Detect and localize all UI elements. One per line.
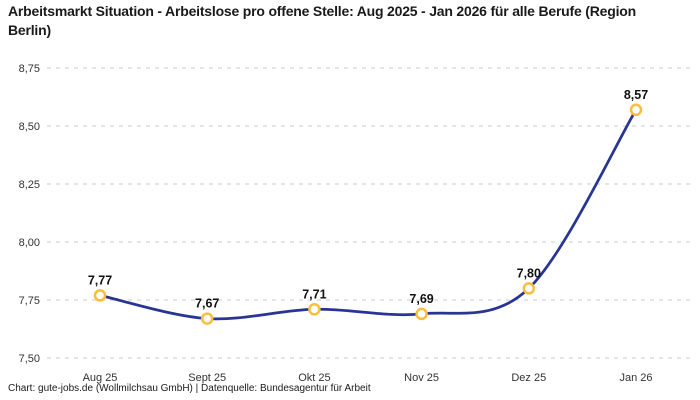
data-point-label: 7,69 <box>409 292 433 306</box>
x-tick-label: Nov 25 <box>404 372 439 384</box>
x-tick-label: Okt 25 <box>298 372 330 384</box>
data-point-label: 7,71 <box>302 287 326 301</box>
y-tick-label: 8,00 <box>19 237 40 249</box>
data-point-marker <box>415 307 428 321</box>
y-tick-label: 8,75 <box>19 63 40 75</box>
y-tick-label: 8,25 <box>19 179 40 191</box>
data-point-marker <box>308 303 321 316</box>
series-line <box>98 108 638 321</box>
y-tick-label: 8,50 <box>19 121 40 133</box>
data-point-marker <box>200 312 214 325</box>
data-point-label: 7,67 <box>195 297 219 311</box>
x-tick-label: Dez 25 <box>511 372 546 384</box>
y-tick-label: 7,50 <box>19 353 40 365</box>
data-point-label: 8,57 <box>624 88 648 102</box>
chart-title: Arbeitsmarkt Situation - Arbeitslose pro… <box>8 3 636 38</box>
data-point-label: 7,77 <box>88 273 112 287</box>
data-point-marker <box>522 282 536 295</box>
x-tick-label: Jan 26 <box>619 372 652 384</box>
x-tick-label: Sept 25 <box>188 372 226 384</box>
data-point-marker <box>629 103 643 117</box>
y-tick-label: 7,75 <box>19 295 40 307</box>
x-tick-label: Aug 25 <box>83 372 118 384</box>
chart-footer: Chart: gute-jobs.de (Wollmilchsau GmbH) … <box>8 383 371 394</box>
data-point-label: 7,80 <box>517 266 541 280</box>
data-point-marker <box>93 289 107 302</box>
